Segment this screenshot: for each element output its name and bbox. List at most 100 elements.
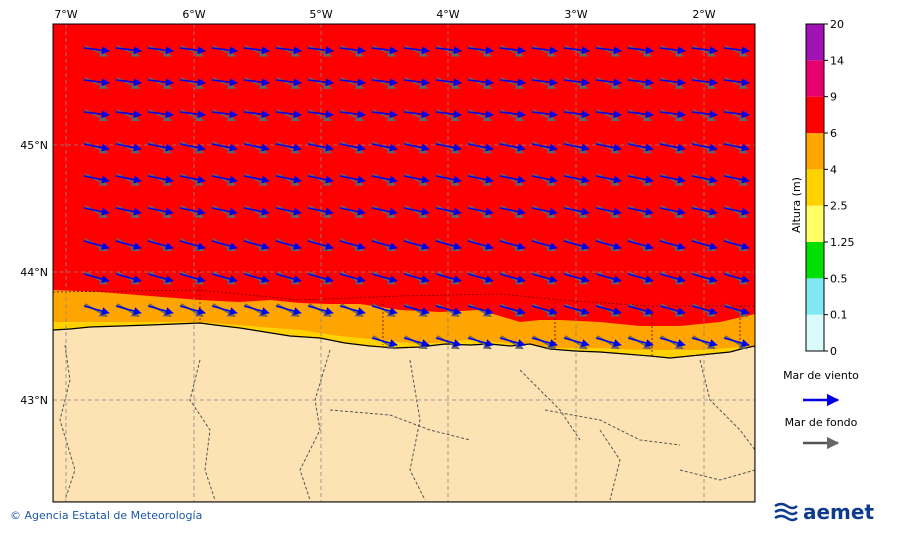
wind-sea-arrow (531, 78, 558, 87)
wind-sea-arrow (595, 110, 622, 119)
swell-arrow (180, 205, 204, 219)
wind-sea-arrow (307, 305, 334, 315)
wind-sea-arrow (467, 175, 494, 184)
wind-sea-arrow (147, 78, 174, 87)
swell-arrow (276, 45, 300, 57)
wind-sea-arrow (371, 337, 398, 347)
swell-arrow (436, 205, 460, 219)
wind-sea-arrow (467, 46, 494, 55)
wind-sea-arrow (723, 175, 750, 184)
swell-arrow (340, 205, 364, 219)
wind-sea-arrow (627, 337, 654, 347)
wind-sea-arrow (531, 240, 558, 250)
wind-sea-arrow (83, 110, 110, 119)
wind-sea-arrow (467, 273, 494, 283)
wind-sea-arrow (659, 143, 686, 152)
wind-sea-arrow (499, 273, 526, 283)
wind-sea-arrow (723, 207, 750, 216)
swell-arrow (372, 45, 396, 57)
colorbar-level-label: 0.5 (830, 272, 848, 285)
wind-sea-arrow (531, 273, 558, 283)
colorbar-frame (805, 23, 825, 352)
wind-sea-arrow (339, 273, 366, 283)
swell-arrow (212, 45, 236, 57)
wind-sea-arrow (723, 46, 750, 55)
wind-sea-arrow (435, 175, 462, 184)
swell-arrow (596, 45, 620, 57)
wind-sea-arrow (211, 46, 238, 55)
wind-sea-arrow (307, 78, 334, 87)
wind-sea-arrow (691, 240, 718, 250)
swell-arrow (276, 205, 300, 219)
wind-sea-arrow (499, 305, 526, 315)
wind-sea-arrow (115, 110, 142, 119)
swell-arrow (692, 77, 716, 90)
wind-sea-arrow (627, 175, 654, 184)
wind-sea-arrow (211, 305, 238, 315)
wind-sea-arrow (371, 78, 398, 87)
wind-sea-arrow (147, 110, 174, 119)
wind-sea-arrow (339, 46, 366, 55)
colorbar-level-label: 9 (830, 91, 837, 104)
wind-sea-arrow (339, 110, 366, 119)
wind-sea-arrow (83, 305, 110, 315)
wind-sea-arrow (595, 240, 622, 250)
wind-sea-arrow (179, 110, 206, 119)
wind-sea-arrow (115, 46, 142, 55)
colorbar-segment (806, 96, 824, 133)
wind-sea-arrow (467, 305, 494, 315)
wind-sea-arrow (627, 143, 654, 152)
swell-arrow (468, 205, 492, 219)
swell-arrow (116, 205, 140, 219)
wind-sea-arrow (371, 305, 398, 315)
wind-sea-arrow (211, 143, 238, 152)
colorbar-segment (806, 24, 824, 61)
colorbar-level-label: 6 (830, 127, 837, 140)
legend-swell-label: Mar de fondo (785, 416, 858, 429)
colorbar-level-label: 0 (830, 345, 837, 358)
wind-sea-arrow (467, 78, 494, 87)
wind-sea-arrow (723, 337, 750, 347)
wind-sea-arrow (435, 240, 462, 250)
lat-label: 43°N (20, 394, 48, 407)
colorbar-level-label: 20 (830, 18, 844, 31)
wind-sea-arrow (627, 110, 654, 119)
wind-sea-arrow (147, 175, 174, 184)
wind-sea-arrow (691, 337, 718, 347)
wind-sea-arrow (691, 143, 718, 152)
colorbar-segment (806, 314, 824, 351)
swell-arrow (116, 77, 140, 90)
wind-sea-arrow (403, 175, 430, 184)
wind-sea-arrow (435, 207, 462, 216)
swell-arrow (628, 45, 652, 57)
wind-sea-arrow (83, 273, 110, 283)
swell-arrow (276, 77, 300, 90)
wind-sea-arrow (531, 337, 558, 347)
wind-sea-arrow (659, 337, 686, 347)
colorbar-segment (806, 278, 824, 315)
lon-label: 6°W (182, 8, 205, 21)
wind-sea-arrow (243, 273, 270, 283)
wind-sea-arrow (659, 175, 686, 184)
wind-sea-arrow (595, 78, 622, 87)
swell-arrow (724, 77, 748, 90)
wind-sea-arrow (371, 273, 398, 283)
swell-arrow (468, 77, 492, 90)
swell-arrow (532, 77, 556, 90)
wind-sea-arrow (339, 240, 366, 250)
wind-sea-arrow (723, 110, 750, 119)
wind-sea-arrow (179, 46, 206, 55)
wind-sea-arrow (179, 175, 206, 184)
wind-sea-arrow (627, 207, 654, 216)
wind-sea-arrow (275, 110, 302, 119)
wind-sea-arrow (435, 337, 462, 347)
swell-arrow (244, 45, 268, 57)
swell-arrow (628, 77, 652, 90)
aemet-logo-icon (774, 502, 798, 522)
wind-sea-arrow (531, 305, 558, 315)
swell-arrow (596, 205, 620, 219)
wind-sea-arrow (243, 78, 270, 87)
wind-sea-arrow (115, 78, 142, 87)
legend-wind-sea-label: Mar de viento (783, 369, 859, 382)
